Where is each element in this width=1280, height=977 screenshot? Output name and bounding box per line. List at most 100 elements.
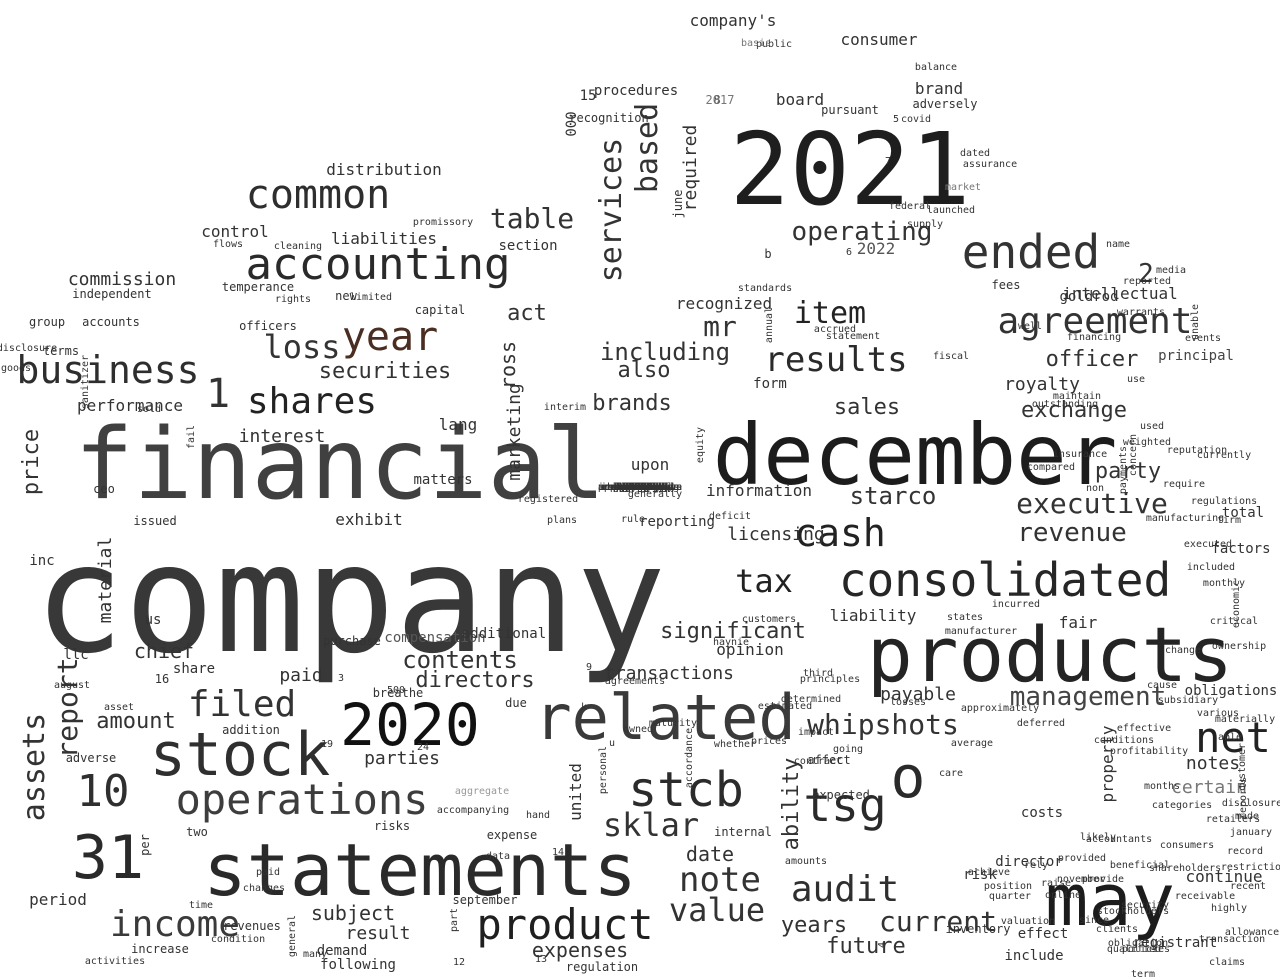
word: risks <box>373 819 411 833</box>
word: group <box>28 315 66 329</box>
word: issued <box>133 514 177 528</box>
word: independent <box>72 287 152 301</box>
word: going <box>832 744 864 755</box>
word: company's <box>689 11 777 30</box>
word: flows <box>212 239 244 250</box>
word: products <box>866 610 1234 699</box>
word: costs <box>1020 805 1064 821</box>
word: capital <box>414 303 466 317</box>
word: identification <box>597 482 683 493</box>
word: maturity <box>648 718 698 729</box>
word: business <box>16 348 200 392</box>
word: well <box>1017 321 1043 332</box>
word: document <box>615 482 665 493</box>
word: beneficial <box>1109 860 1171 871</box>
word: delays <box>621 482 659 493</box>
word: act <box>507 301 547 326</box>
word: success <box>618 482 662 493</box>
word: manufacturer <box>944 626 1018 637</box>
word: stockholders <box>1096 906 1170 917</box>
word: provided <box>1057 853 1107 864</box>
word: date <box>685 842 735 866</box>
word: year <box>341 314 439 360</box>
word: october <box>618 482 662 493</box>
word: net <box>1195 713 1271 762</box>
word: materially <box>1214 714 1276 725</box>
word: compared <box>1026 462 1076 473</box>
word: income <box>109 904 241 945</box>
word: corporate <box>612 482 668 493</box>
word: contract <box>793 756 843 767</box>
word: affected <box>615 482 665 493</box>
word: condition <box>210 934 266 945</box>
word: negatively <box>609 482 671 493</box>
word: many <box>302 949 328 960</box>
word: payable <box>880 684 956 705</box>
word: brand <box>914 79 964 98</box>
word: notes <box>1185 753 1241 774</box>
word: holdings <box>615 482 665 493</box>
word: number <box>621 482 659 493</box>
word: professional <box>603 482 677 493</box>
word: filed <box>187 684 297 725</box>
word: approximately <box>960 703 1040 714</box>
word: liabilities <box>331 229 437 248</box>
word: prior <box>624 482 656 493</box>
word: essential <box>612 482 668 493</box>
word: name <box>1105 239 1131 250</box>
word: two <box>186 825 208 839</box>
word: aggregate <box>454 786 510 797</box>
word: accordance <box>684 727 695 789</box>
word: effective <box>1116 723 1172 734</box>
word: 2020 <box>340 691 480 759</box>
word: raise <box>1040 878 1072 889</box>
word: likely <box>1079 832 1117 843</box>
word: scale <box>624 482 656 493</box>
word: following <box>320 957 396 973</box>
word: contributed <box>606 482 674 493</box>
word: incurred <box>991 599 1041 610</box>
word: certain <box>1171 777 1247 798</box>
word: filing <box>621 482 659 493</box>
word: increase <box>131 942 189 956</box>
word: allowance <box>1224 927 1280 938</box>
word: estimated <box>757 701 813 712</box>
word: administrative <box>597 482 683 493</box>
word: critical <box>1209 616 1259 627</box>
word: compensation <box>384 630 486 646</box>
word: us <box>144 612 162 628</box>
word: share <box>172 661 216 677</box>
word: december <box>712 406 1118 504</box>
word: trade <box>624 482 656 493</box>
word: organizations <box>600 482 680 493</box>
word: public <box>755 39 793 50</box>
word: k <box>580 702 588 713</box>
word: launched <box>926 205 976 216</box>
word: security <box>1120 900 1170 911</box>
word: expanded <box>615 482 665 493</box>
word: reasonable <box>609 482 671 493</box>
word: increased <box>612 482 668 493</box>
word: maintain <box>1052 391 1102 402</box>
word: profitability <box>1109 746 1189 757</box>
word: provide <box>1081 874 1125 885</box>
word: whipshots <box>807 708 959 741</box>
word: annual <box>764 306 775 344</box>
word: 7 <box>884 156 892 167</box>
word: 13 <box>534 954 548 965</box>
word: monthly <box>1202 578 1246 589</box>
word: quarter <box>988 891 1032 902</box>
word: able <box>1217 732 1243 743</box>
word: breathe <box>372 686 424 700</box>
word: liability <box>829 606 917 625</box>
word: plans <box>546 515 578 526</box>
word: determine <box>612 482 668 493</box>
word: audit <box>790 869 900 910</box>
word: claims <box>1208 957 1246 968</box>
word: consumers <box>1159 840 1215 851</box>
word: 24 <box>416 742 430 753</box>
word: material <box>95 536 116 624</box>
word: common <box>245 172 391 218</box>
word: personnel <box>612 482 668 493</box>
word: loss <box>263 328 341 366</box>
